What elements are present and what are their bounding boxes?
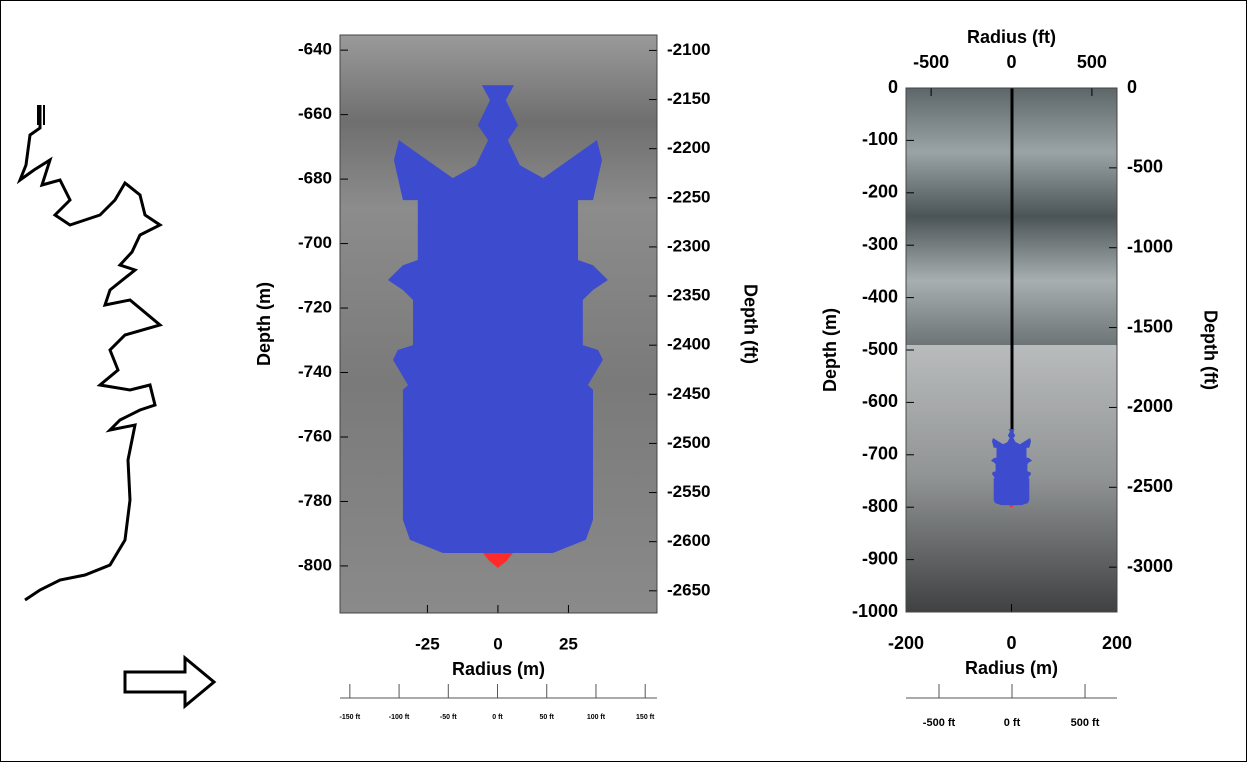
y2-tick-label: -2100 <box>667 40 710 59</box>
x-tick-label: -200 <box>888 633 924 653</box>
y-tick-label: -700 <box>862 444 898 464</box>
y-tick-label: -780 <box>298 491 332 510</box>
y-tick-label: -800 <box>298 555 332 574</box>
y2-tick-label: -3000 <box>1127 556 1173 576</box>
y-tick-label: -640 <box>298 40 332 59</box>
scale-tick-label: 50 ft <box>540 714 555 721</box>
y2-tick-label: -2400 <box>667 335 710 354</box>
scale-tick-label: -150 ft <box>340 714 361 721</box>
y-axis-title: Depth (m) <box>820 308 840 392</box>
scale-tick-label: -500 ft <box>923 717 956 729</box>
y-tick-label: -600 <box>862 391 898 411</box>
scale-tick-label: 0 ft <box>492 714 503 721</box>
y2-tick-label: -2600 <box>667 531 710 550</box>
y-tick-label: -1000 <box>852 601 898 621</box>
y-axis-title: Depth (m) <box>254 282 274 366</box>
y2-tick-label: -2300 <box>667 236 710 255</box>
y2-axis-title: Depth (ft) <box>1200 310 1220 390</box>
scale-tick-label: 0 ft <box>1004 717 1021 729</box>
y-tick-label: -680 <box>298 169 332 188</box>
y2-tick-label: -500 <box>1127 157 1163 177</box>
y2-tick-label: -2500 <box>667 433 710 452</box>
x-axis-title: Radius (m) <box>965 658 1058 678</box>
y2-tick-label: -1000 <box>1127 236 1173 256</box>
scale-tick-label: 500 ft <box>1071 717 1100 729</box>
y2-tick-label: -2000 <box>1127 396 1173 416</box>
y-tick-label: -800 <box>862 496 898 516</box>
y-tick-label: -100 <box>862 129 898 149</box>
y2-tick-label: 0 <box>1127 77 1137 97</box>
y-tick-label: -700 <box>298 233 332 252</box>
scale-tick-label: -50 ft <box>440 714 457 721</box>
x2-tick-label: 0 <box>1006 52 1016 72</box>
y2-tick-label: -2650 <box>667 580 710 599</box>
x-tick-label: -25 <box>415 634 440 653</box>
y-tick-label: -400 <box>862 286 898 306</box>
y2-tick-label: -1500 <box>1127 316 1173 336</box>
y-tick-label: -200 <box>862 182 898 202</box>
y2-tick-label: -2500 <box>1127 476 1173 496</box>
x-tick-label: 0 <box>1006 633 1016 653</box>
scale-tick-label: -100 ft <box>389 714 410 721</box>
y2-axis-title: Depth (ft) <box>740 284 760 364</box>
x2-tick-label: -500 <box>913 52 949 72</box>
x2-tick-label: 500 <box>1077 52 1107 72</box>
scale-tick-label: 100 ft <box>587 714 606 721</box>
y-tick-label: -760 <box>298 426 332 445</box>
x2-axis-title: Radius (ft) <box>967 27 1056 47</box>
x-axis-title: Radius (m) <box>452 659 545 679</box>
y-tick-label: -740 <box>298 362 332 381</box>
x-tick-label: 200 <box>1102 633 1132 653</box>
y-tick-label: -900 <box>862 548 898 568</box>
y-tick-label: -300 <box>862 234 898 254</box>
y-tick-label: 0 <box>888 77 898 97</box>
y2-tick-label: -2250 <box>667 187 710 206</box>
scale-tick-label: 150 ft <box>636 714 655 721</box>
y2-tick-label: -2450 <box>667 384 710 403</box>
y-tick-label: -660 <box>298 104 332 123</box>
y2-tick-label: -2150 <box>667 89 710 108</box>
figure: -640 -660 -680 -700 -720 -740 -760 -780 -800 -210… <box>0 0 1247 762</box>
x-tick-label: 0 <box>493 634 502 653</box>
y2-tick-label: -2200 <box>667 138 710 157</box>
y-tick-label: -500 <box>862 339 898 359</box>
page: {"chart_data": [ {"type": "profile", "yl… <box>0 0 1247 762</box>
x-tick-label: 25 <box>559 634 578 653</box>
y2-tick-label: -2350 <box>667 286 710 305</box>
y-tick-label: -720 <box>298 298 332 317</box>
y2-tick-label: -2550 <box>667 482 710 501</box>
